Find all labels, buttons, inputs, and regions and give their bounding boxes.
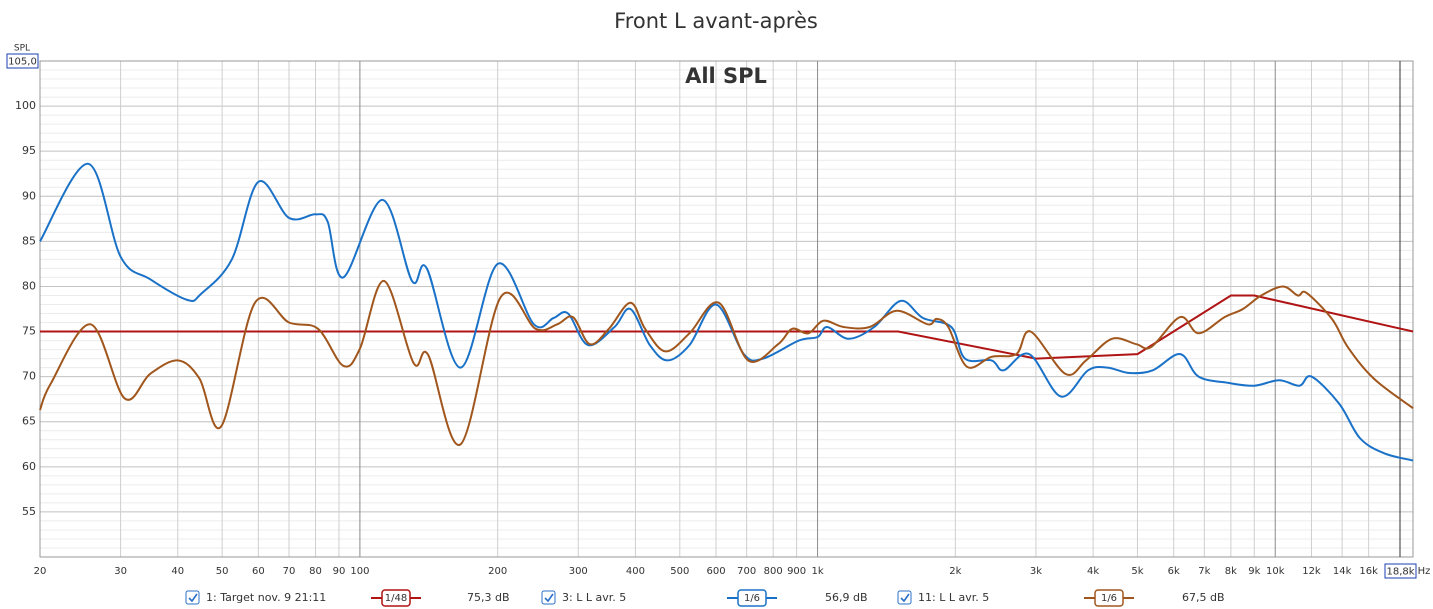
chart-title: Front L avant-après [614, 9, 818, 33]
x-tick-label: 2k [949, 566, 961, 577]
legend-level: 67,5 dB [1182, 591, 1225, 604]
y-tick-label: 70 [22, 370, 36, 383]
x-tick-label: 80 [309, 566, 322, 577]
x-tick-label: 14k [1333, 566, 1352, 577]
x-tick-label: 5k [1131, 566, 1143, 577]
x-tick-label: 900 [787, 566, 806, 577]
x-tick-label: 10k [1266, 566, 1285, 577]
y-label: SPL [14, 44, 30, 54]
legend-checkbox[interactable] [897, 590, 912, 605]
legend-level: 75,3 dB [467, 591, 510, 604]
x-tick-label: 1k [811, 566, 823, 577]
x-tick-label: 90 [333, 566, 346, 577]
y-tick-label: 80 [22, 279, 36, 292]
series-line [39, 280, 1414, 446]
y-cursor-box [6, 53, 39, 69]
legend-smoothing: 1/48 [385, 593, 407, 604]
x-tick-label: 16k [1359, 566, 1378, 577]
y-cursor-value: 105,0 [8, 57, 37, 68]
x-cursor-box [1384, 563, 1417, 579]
legend-smoothing: 1/6 [1101, 593, 1117, 604]
y-tick-label: 55 [22, 505, 36, 518]
annotation: All SPL [685, 64, 767, 88]
x-tick-label: 8k [1225, 566, 1237, 577]
x-tick-label: 70 [283, 566, 296, 577]
x-tick-label: 60 [252, 566, 265, 577]
y-tick-label: 100 [15, 99, 36, 112]
legend-name: 1: Target nov. 9 21:11 [206, 591, 326, 604]
legend-name: 3: L L avr. 5 [562, 591, 626, 604]
plot-border [39, 60, 1414, 558]
y-tick-label: 90 [22, 189, 36, 202]
x-tick-label: 30 [114, 566, 127, 577]
x-tick-label: 200 [488, 566, 507, 577]
legend-check[interactable] [188, 593, 198, 603]
y-tick-label: 85 [22, 234, 36, 247]
x-tick-label: 20 [34, 566, 47, 577]
x-tick-label: 700 [737, 566, 756, 577]
x-tick-label: 12k [1302, 566, 1321, 577]
x-tick-label: 9k [1248, 566, 1260, 577]
legend-check[interactable] [900, 593, 910, 603]
x-tick-label: 40 [171, 566, 184, 577]
x-tick-label: 500 [670, 566, 689, 577]
x-tick-label: 50 [216, 566, 229, 577]
legend-level: 56,9 dB [825, 591, 868, 604]
x-tick-label: 300 [569, 566, 588, 577]
y-tick-label: 75 [22, 325, 36, 338]
series-line [40, 294, 1414, 360]
x-tick-label: 7k [1198, 566, 1210, 577]
x-tick-label: 100 [350, 566, 369, 577]
legend-name: 11: L L avr. 5 [918, 591, 989, 604]
x-unit: Hz [1418, 566, 1431, 577]
legend-smoothing: 1/6 [744, 593, 760, 604]
x-tick-label: 800 [764, 566, 783, 577]
x-cursor-value: 18,8k [1386, 567, 1414, 578]
legend-checkbox[interactable] [541, 590, 556, 605]
x-tick-label: 4k [1087, 566, 1099, 577]
y-tick-label: 60 [22, 460, 36, 473]
y-tick-label: 65 [22, 415, 36, 428]
legend-checkbox[interactable] [185, 590, 200, 605]
legend-smoothing-box[interactable] [737, 589, 767, 607]
x-tick-label: 3k [1030, 566, 1042, 577]
x-tick-label: 600 [706, 566, 725, 577]
y-tick-label: 95 [22, 144, 36, 157]
x-tick-label: 6k [1168, 566, 1180, 577]
x-tick-label: 400 [626, 566, 645, 577]
legend-check[interactable] [544, 593, 554, 603]
legend-smoothing-box[interactable] [381, 589, 411, 607]
legend-smoothing-box[interactable] [1094, 589, 1124, 607]
